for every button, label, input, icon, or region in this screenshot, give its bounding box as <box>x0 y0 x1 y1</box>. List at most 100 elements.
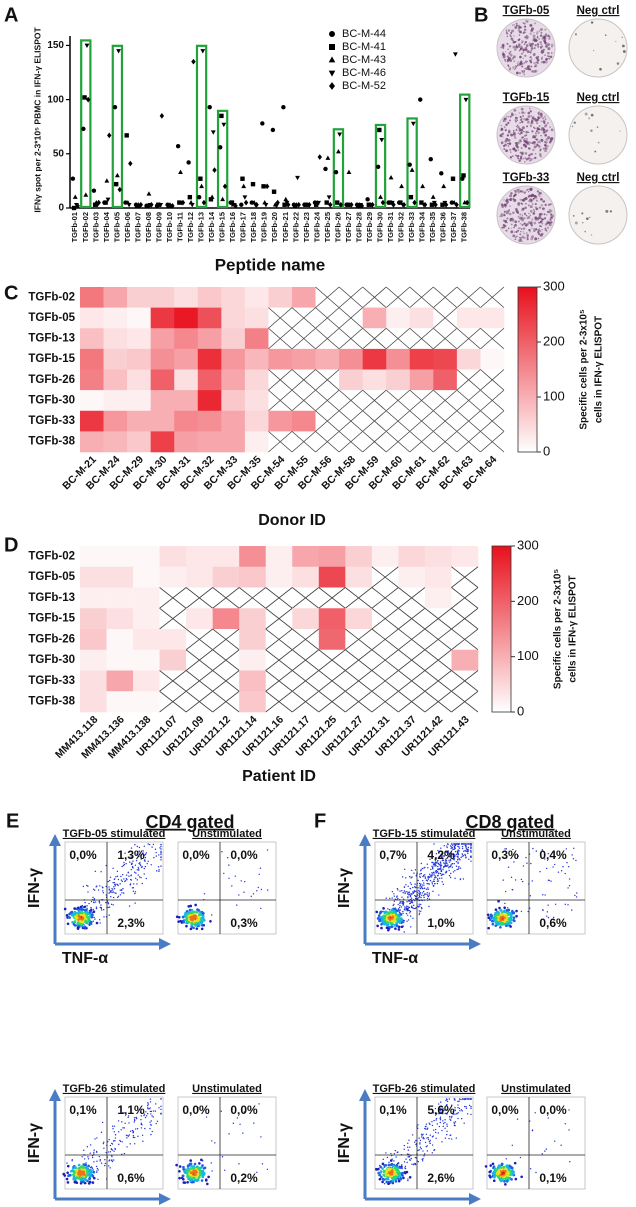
event-dot <box>446 862 448 865</box>
heat-cell <box>103 369 128 391</box>
missing-cross <box>238 587 266 609</box>
event-dot <box>253 1122 255 1124</box>
event-dot <box>431 1121 433 1123</box>
spot <box>500 128 503 131</box>
spot <box>532 157 534 160</box>
missing-cross <box>409 431 434 453</box>
event-dot <box>108 879 111 882</box>
spot <box>525 214 528 217</box>
event-dot <box>525 856 527 859</box>
point <box>146 191 152 196</box>
event-dot <box>150 1120 153 1122</box>
event-dot <box>147 860 149 863</box>
x-tick-label: TGFb-05 <box>112 212 121 242</box>
spot <box>542 131 546 135</box>
event-dot <box>427 1136 429 1139</box>
event-dot <box>454 850 457 853</box>
spot <box>511 113 514 117</box>
spot <box>514 193 517 197</box>
spot <box>502 226 505 229</box>
spot <box>517 202 521 205</box>
point <box>218 145 223 150</box>
event-dot <box>423 1155 425 1157</box>
event-dot <box>95 1165 98 1168</box>
event-dot <box>500 1172 504 1175</box>
event-dot <box>444 863 446 865</box>
missing-cross <box>451 587 479 609</box>
heat-cell <box>127 287 151 308</box>
event-dot <box>189 1171 193 1174</box>
event-dot <box>450 847 452 850</box>
spot <box>511 39 515 42</box>
event-dot <box>444 1121 446 1124</box>
spot <box>519 133 521 136</box>
event-dot <box>450 872 452 875</box>
spot <box>535 143 539 146</box>
spot <box>517 140 521 144</box>
event-dot <box>505 848 508 850</box>
spot <box>540 114 543 117</box>
heat-cell <box>159 546 187 568</box>
event-dot <box>197 908 200 912</box>
quadrant-label: 0,0% <box>69 848 97 862</box>
event-dot <box>378 918 382 921</box>
event-dot <box>446 865 448 867</box>
event-dot <box>193 1162 197 1166</box>
event-dot <box>448 859 450 862</box>
spot <box>524 152 528 155</box>
spot <box>519 213 522 216</box>
event-dot <box>402 912 404 915</box>
event-dot <box>108 892 110 894</box>
event-dot <box>183 1181 187 1184</box>
spot <box>526 188 529 191</box>
event-dot <box>177 920 180 923</box>
event-dot <box>457 843 459 845</box>
event-dot <box>442 1108 444 1110</box>
event-dot <box>155 855 158 857</box>
point <box>75 202 80 209</box>
event-dot <box>426 863 429 865</box>
event-dot <box>424 1141 427 1144</box>
event-dot <box>427 888 429 891</box>
event-dot <box>399 890 401 892</box>
heat-cell <box>197 307 222 329</box>
quadrant-label: 1,3% <box>117 848 145 862</box>
event-dot <box>146 1104 149 1107</box>
spot <box>545 129 548 132</box>
event-dot <box>448 867 450 869</box>
point <box>83 192 89 197</box>
spot <box>523 25 527 28</box>
event-dot <box>392 904 394 907</box>
highlight-box <box>195 44 208 209</box>
spot <box>506 42 509 45</box>
event-dot <box>132 1136 135 1139</box>
event-dot <box>127 1116 129 1119</box>
event-dot <box>86 1146 89 1148</box>
event-dot <box>470 844 472 847</box>
panel-letter: C <box>4 282 18 304</box>
event-dot <box>440 862 442 864</box>
spot <box>515 154 517 157</box>
event-dot <box>393 903 395 906</box>
event-dot <box>454 869 456 872</box>
event-dot <box>420 910 422 912</box>
spot <box>507 145 510 147</box>
spot <box>521 111 524 114</box>
event-dot <box>135 1116 138 1119</box>
point <box>422 201 428 208</box>
point <box>250 181 256 187</box>
missing-cross <box>185 649 213 671</box>
event-dot <box>211 1140 213 1142</box>
event-dot <box>433 843 435 845</box>
event-dot <box>409 895 412 898</box>
spot <box>512 131 516 135</box>
event-dot <box>418 1149 420 1151</box>
point <box>196 194 202 200</box>
event-dot <box>178 1169 181 1173</box>
quadrant-label: 0,1% <box>539 1171 567 1185</box>
event-dot <box>83 905 86 909</box>
spot <box>513 55 516 59</box>
event-dot <box>91 1174 95 1178</box>
y-tick-label: 0 <box>58 203 64 214</box>
heat-cell <box>339 369 363 391</box>
